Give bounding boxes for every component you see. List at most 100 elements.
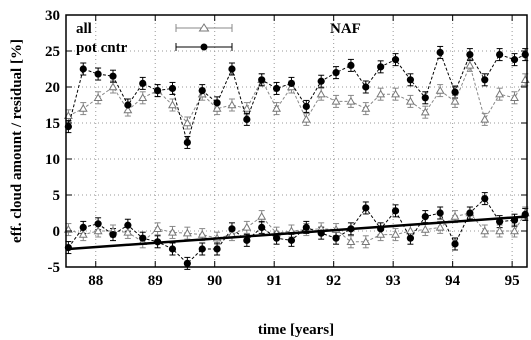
data-point: [79, 65, 87, 73]
legend-label-all: all: [76, 21, 92, 37]
y-tick-label: 15: [45, 116, 60, 132]
data-point: [228, 225, 236, 233]
data-point: [213, 99, 221, 107]
data-point: [406, 76, 415, 84]
data-point: [139, 79, 147, 87]
x-tick-label: 91: [267, 273, 282, 289]
data-point: [168, 245, 177, 253]
legend-swatch-pot-cntr: [175, 43, 233, 51]
data-point: [123, 105, 133, 114]
data-point: [332, 69, 340, 77]
data-point: [154, 87, 162, 95]
ticks: 88 89 90 91 92 93 94 95 -5 0 5 10 15 20 25 30: [45, 8, 527, 289]
data-point: [243, 236, 251, 244]
legend-swatch-all: [175, 23, 233, 32]
data-point: [123, 227, 133, 236]
data-point: [391, 207, 400, 215]
data-point: [227, 100, 237, 109]
data-point: [361, 103, 371, 112]
data-point: [183, 138, 191, 147]
x-tick-label: 90: [207, 273, 222, 289]
data-point: [481, 76, 489, 84]
y-tick-label: 10: [45, 152, 60, 168]
data-point: [480, 114, 490, 123]
data-point: [450, 211, 460, 220]
data-point: [243, 115, 251, 123]
x-tick-label: 95: [505, 273, 520, 289]
data-point: [450, 96, 460, 105]
x-axis-title: time [years]: [258, 322, 334, 338]
data-point: [94, 220, 102, 228]
data-point: [212, 103, 222, 112]
data-point: [182, 228, 192, 237]
data-point: [406, 234, 415, 242]
data-point: [481, 195, 489, 203]
data-point: [435, 85, 445, 94]
data-point: [436, 209, 444, 217]
data-point: [331, 96, 341, 105]
data-point: [495, 89, 505, 98]
data-point: [94, 70, 102, 78]
y-tick-label: 20: [45, 80, 60, 96]
x-tick-label: 92: [326, 273, 341, 289]
data-point: [138, 93, 148, 101]
data-point: [466, 51, 474, 59]
data-point: [480, 226, 490, 235]
y-axis-title: eff. cloud amount / residual [%]: [9, 39, 25, 243]
data-point: [362, 204, 370, 212]
data-point: [301, 114, 311, 123]
data-point: [495, 226, 505, 235]
data-point: [391, 56, 400, 64]
y-tick-label: -5: [48, 260, 61, 276]
data-point: [361, 237, 371, 245]
data-point: [317, 77, 325, 85]
y-tick-label: 25: [45, 44, 60, 60]
data-point: [451, 240, 459, 248]
data-point: [376, 229, 386, 238]
legend: all pot cntr: [76, 21, 233, 56]
data-point: [258, 223, 266, 231]
data-point: [198, 87, 206, 95]
x-tick-label: 88: [88, 273, 103, 289]
data-point: [228, 65, 236, 73]
data-point: [391, 89, 401, 98]
data-point: [436, 48, 444, 57]
trend-layer: [68, 215, 526, 251]
data-point: [376, 89, 386, 98]
data-point: [242, 103, 252, 112]
data-point: [272, 84, 281, 93]
data-point: [168, 84, 177, 93]
data-point: [197, 229, 207, 238]
region-annotation: NAF: [330, 21, 361, 37]
x-tick-label: 93: [386, 273, 401, 289]
series-line-0: [68, 63, 526, 124]
data-point: [272, 103, 282, 112]
data-point: [377, 63, 385, 71]
data-point: [496, 218, 504, 226]
data-point: [109, 72, 117, 80]
data-point: [302, 102, 310, 111]
data-point: [168, 100, 177, 109]
data-point: [124, 221, 132, 229]
plot-area: [66, 15, 527, 267]
data-point: [316, 89, 326, 98]
y-tick-label: 0: [53, 224, 61, 240]
data-point: [287, 79, 296, 87]
data-point: [435, 222, 445, 231]
data-point: [451, 88, 459, 96]
data-point: [347, 61, 355, 69]
data-point: [258, 76, 266, 84]
data-point: [465, 60, 475, 69]
data-point: [332, 234, 340, 242]
data-point: [510, 93, 519, 101]
data-point: [496, 51, 504, 59]
data-point: [242, 222, 252, 231]
data-point: [510, 56, 519, 64]
x-tick-label: 89: [148, 273, 163, 289]
data-point: [124, 101, 132, 109]
y-tick-label: 30: [45, 8, 60, 24]
plot-frame: [65, 14, 528, 268]
data-point: [108, 82, 118, 91]
data-point: [405, 226, 415, 235]
